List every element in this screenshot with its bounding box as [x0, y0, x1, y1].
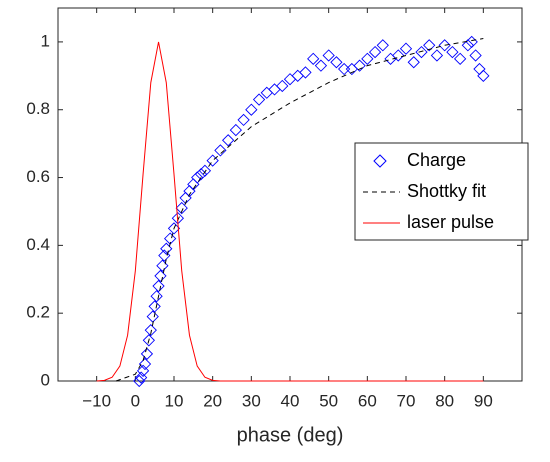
charge-point — [229, 123, 243, 137]
charge-point — [198, 164, 212, 177]
x-tick-label: 60 — [358, 391, 377, 410]
charge-point — [245, 103, 258, 116]
charge-point — [307, 52, 320, 65]
charge-point — [299, 66, 312, 79]
charge-point — [140, 347, 154, 361]
charge-point — [453, 52, 467, 65]
x-tick-label: 20 — [203, 391, 222, 410]
charge-point — [314, 59, 328, 72]
charge-point — [134, 371, 148, 384]
y-tick-label: 0.8 — [26, 99, 50, 118]
charge-point — [206, 154, 219, 167]
series-line — [96, 41, 484, 382]
x-tick-label: 90 — [474, 391, 493, 410]
x-tick-label: 0 — [131, 391, 140, 410]
charge-point — [221, 134, 235, 147]
charge-point — [144, 323, 157, 337]
y-tick-label: 0.4 — [26, 235, 50, 254]
charge-point — [415, 45, 428, 59]
charge-point — [430, 49, 444, 62]
charge-point — [438, 39, 451, 52]
charge-point — [368, 45, 382, 59]
y-tick-label: 0.2 — [26, 303, 50, 322]
x-axis-label: phase (deg) — [237, 424, 344, 446]
charge-point — [160, 242, 173, 255]
x-tick-label: −10 — [82, 391, 111, 410]
charge-point — [191, 171, 204, 184]
charge-point — [237, 113, 250, 127]
charge-point — [330, 56, 343, 69]
x-tick-label: 80 — [435, 391, 454, 410]
charge-point — [252, 93, 266, 106]
charge-point — [175, 201, 188, 215]
y-tick-label: 1 — [41, 31, 50, 50]
charge-point — [361, 52, 374, 65]
series-line — [115, 38, 484, 382]
charge-point — [446, 45, 459, 59]
legend-label: Shottky fit — [407, 181, 486, 201]
charge-point — [353, 59, 366, 72]
charge-point — [142, 334, 156, 347]
charge-point — [392, 49, 405, 62]
charge-point — [150, 290, 163, 303]
x-tick-label: 70 — [397, 391, 416, 410]
x-tick-label: 40 — [281, 391, 300, 410]
charge-point — [461, 39, 475, 52]
charge-point — [214, 144, 227, 157]
charge-point — [152, 279, 165, 293]
charge-point — [156, 259, 169, 272]
charge-point — [276, 79, 289, 93]
charge-point — [477, 69, 490, 82]
charge-point — [167, 222, 181, 235]
charge-point — [133, 374, 146, 388]
charge-point — [407, 56, 420, 69]
x-tick-label: 50 — [319, 391, 338, 410]
charge-point — [154, 269, 167, 283]
charge-point — [322, 49, 335, 62]
legend-label: Charge — [407, 150, 466, 170]
charge-point — [136, 364, 150, 377]
charge-point — [469, 49, 482, 62]
y-tick-label: 0.6 — [26, 167, 50, 186]
y-tick-label: 0 — [41, 370, 50, 389]
x-tick-label: 30 — [242, 391, 261, 410]
charge-point — [138, 357, 152, 371]
charge-point — [423, 39, 436, 52]
charge-point — [399, 42, 413, 55]
legend-label: laser pulse — [407, 212, 494, 232]
x-tick-label: 10 — [165, 391, 184, 410]
charge-point — [148, 300, 161, 313]
charge-point — [376, 39, 389, 52]
legend-marker — [373, 154, 387, 168]
